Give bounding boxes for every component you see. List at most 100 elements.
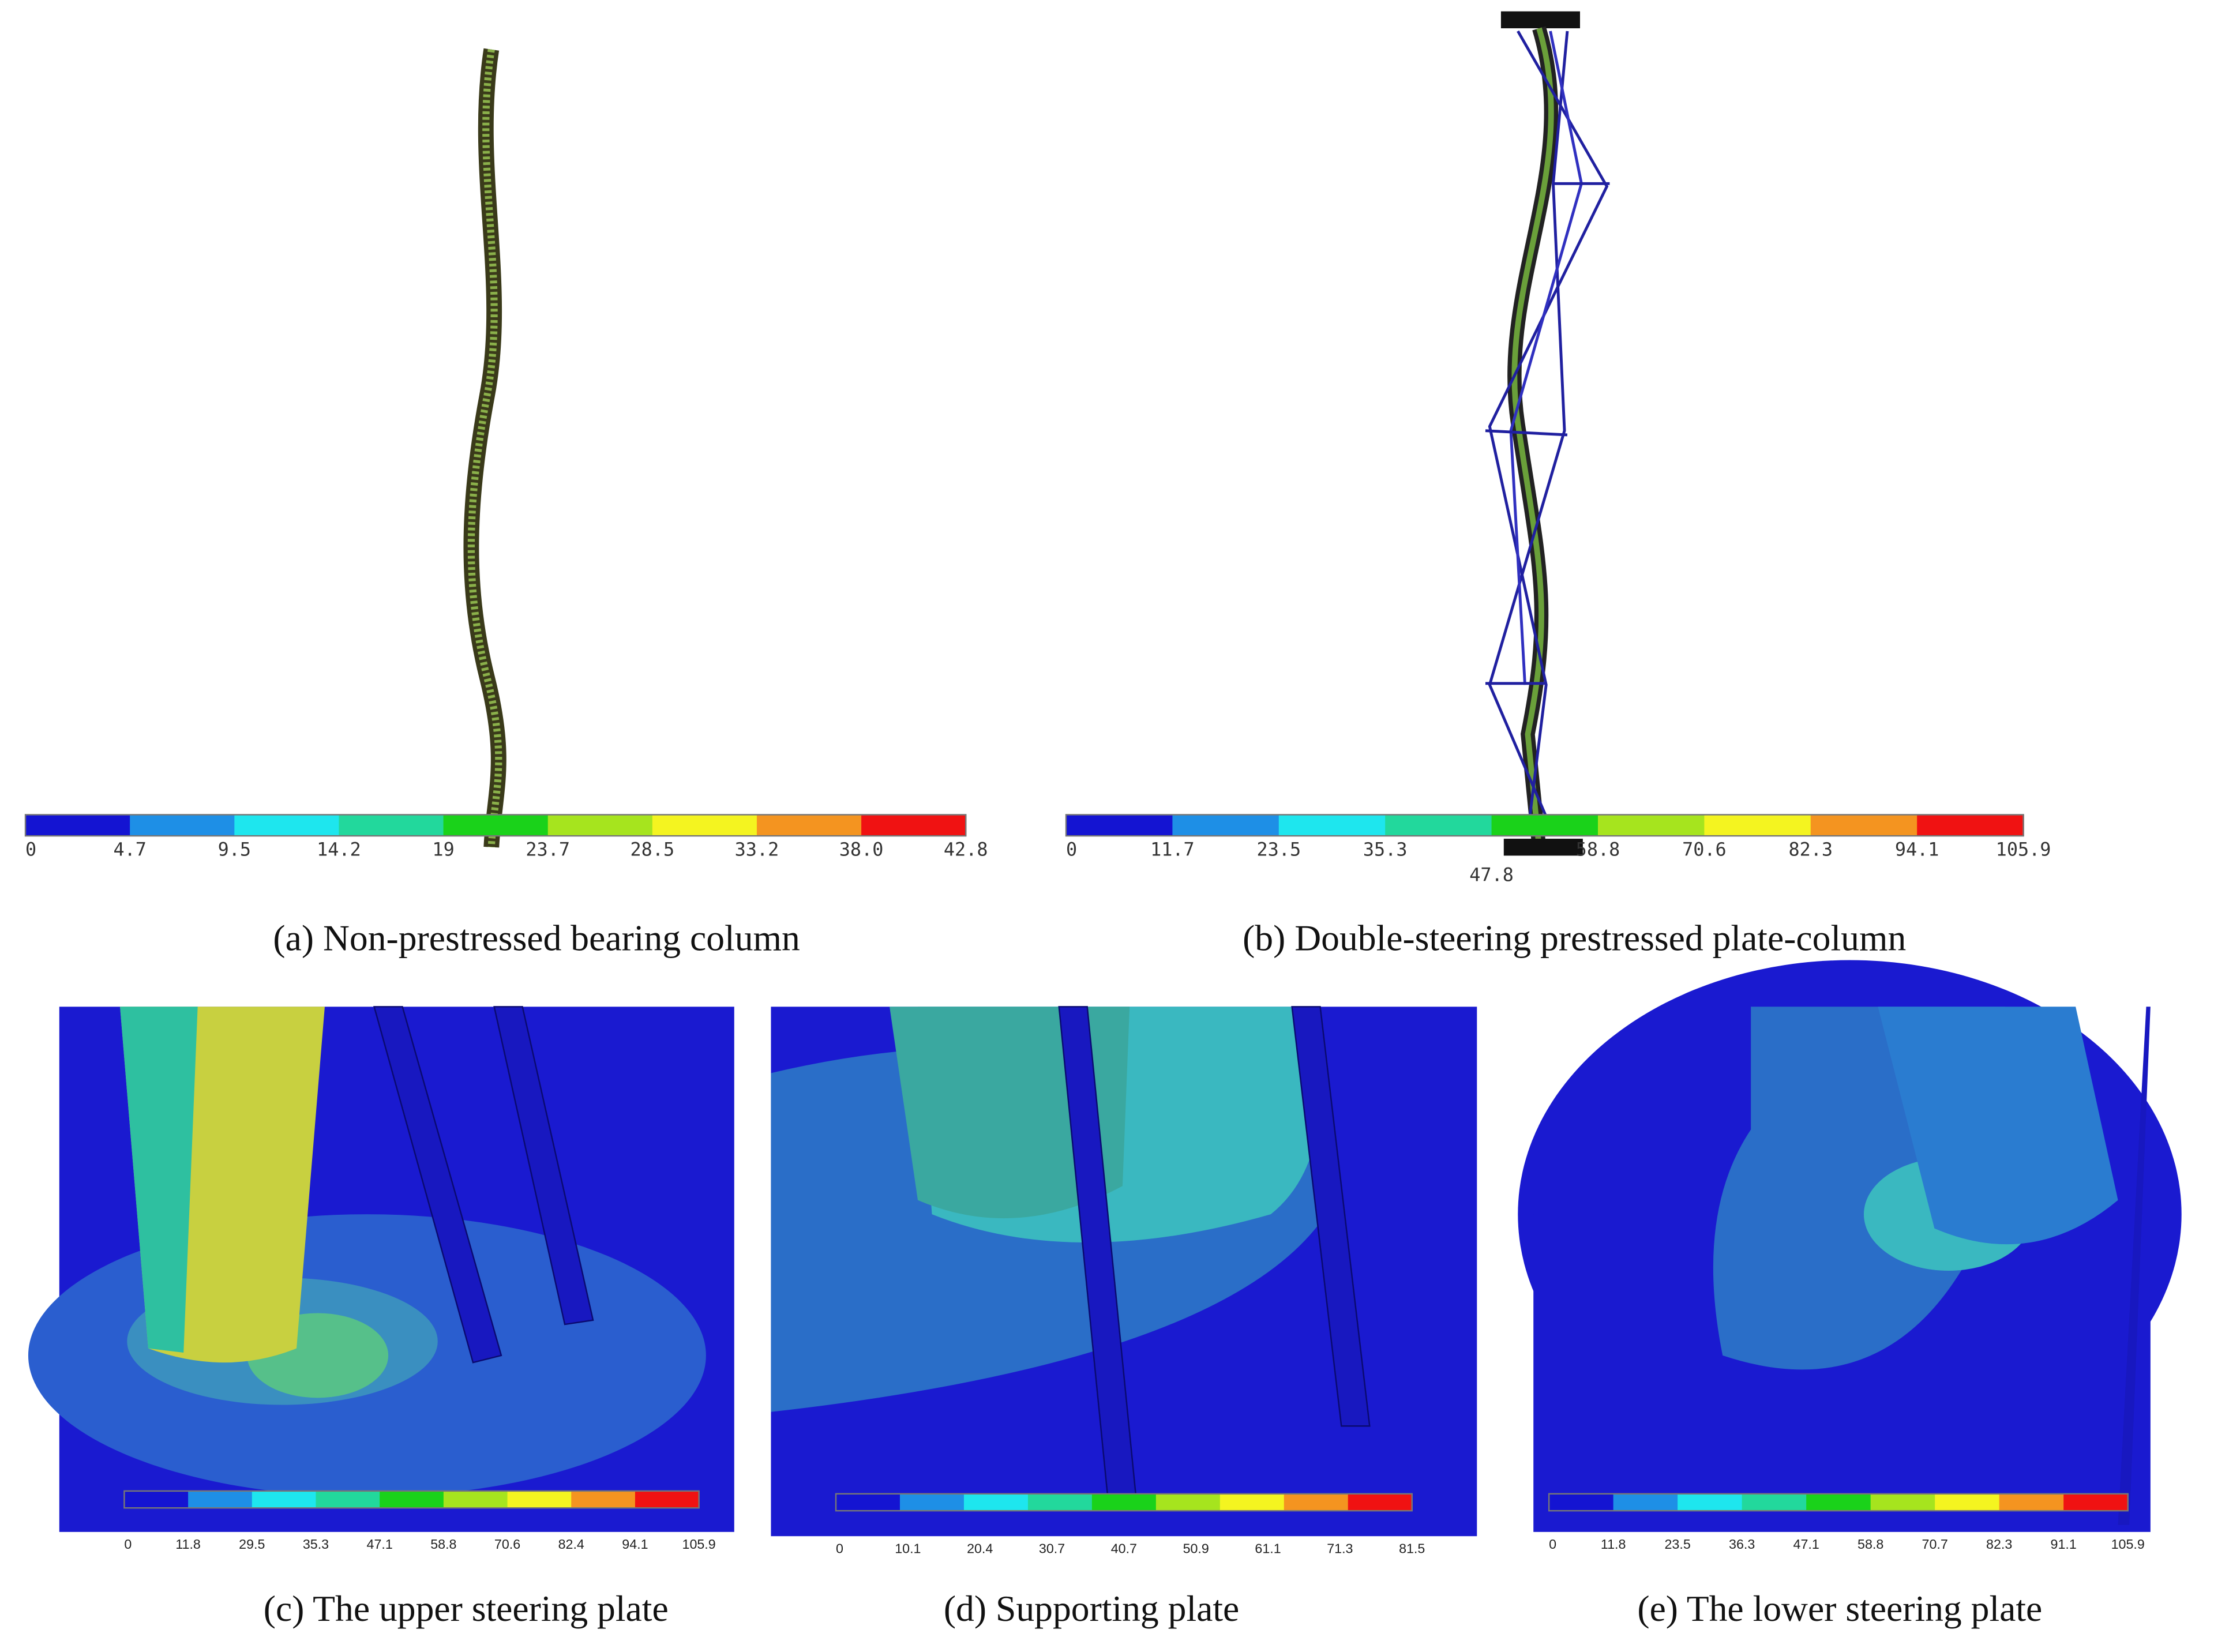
colorbar-label: 23.5	[1256, 838, 1301, 860]
colorbar-label: 94.1	[622, 1537, 648, 1552]
colorbar-segment	[900, 1493, 965, 1511]
colorbar-label: 10.1	[895, 1541, 921, 1556]
colorbar-label: 11.8	[1601, 1537, 1626, 1552]
caption: (c) The upper steering plate	[264, 1588, 669, 1629]
colorbar-label: 38.0	[839, 838, 884, 860]
colorbar-segment	[1935, 1493, 2000, 1511]
colorbar-segment	[1091, 1493, 1157, 1511]
colorbar-label: 47.8	[1469, 863, 1514, 885]
colorbar-segment	[1999, 1493, 2065, 1511]
colorbar-segment	[1172, 814, 1280, 836]
colorbar-segment	[1219, 1493, 1285, 1511]
colorbar-label: 70.6	[1682, 838, 1727, 860]
caption: (a) Non-prestressed bearing column	[273, 917, 800, 958]
colorbar-label: 11.8	[175, 1537, 201, 1552]
colorbar-segment	[380, 1490, 445, 1508]
colorbar-segment	[635, 1490, 700, 1508]
colorbar-segment	[1385, 814, 1492, 836]
colorbar-label: 19	[432, 838, 454, 860]
colorbar-frame	[1548, 1493, 2129, 1512]
colorbar-segment	[1155, 1493, 1221, 1511]
colorbar-label: 11.7	[1150, 838, 1195, 860]
colorbar-segment	[963, 1493, 1029, 1511]
colorbar-label: 0	[124, 1537, 132, 1552]
colorbar-segment	[443, 1490, 508, 1508]
colorbar-label: 91.1	[2051, 1537, 2077, 1552]
colorbar-segment	[1066, 814, 1173, 836]
colorbar-segment	[1870, 1493, 1936, 1511]
colorbar-label: 70.7	[1922, 1537, 1948, 1552]
colorbar-label: 71.3	[1327, 1541, 1353, 1556]
colorbar-label: 0	[1549, 1537, 1556, 1552]
colorbar-label: 35.3	[1363, 838, 1408, 860]
colorbar-segment	[1678, 1493, 1743, 1511]
colorbar-label: 0	[25, 838, 36, 860]
colorbar-segment	[756, 814, 862, 836]
colorbar-segment	[861, 814, 967, 836]
colorbar-label: 4.7	[113, 838, 146, 860]
colorbar-segment	[1027, 1493, 1093, 1511]
colorbar-label: 29.5	[239, 1537, 265, 1552]
colorbar-segment	[652, 814, 758, 836]
colorbar-segment	[547, 814, 654, 836]
colorbar-label: 105.9	[1996, 838, 2051, 860]
caption: (b) Double-steering prestressed plate-co…	[1243, 917, 1906, 958]
colorbar-label: 40.7	[1111, 1541, 1137, 1556]
colorbar-frame	[24, 814, 967, 837]
colorbar-label: 9.5	[218, 838, 251, 860]
colorbar-frame	[123, 1490, 700, 1509]
caption: (e) The lower steering plate	[1637, 1588, 2042, 1629]
colorbar-segment	[252, 1490, 317, 1508]
colorbar-segment	[316, 1490, 381, 1508]
colorbar-label: 20.4	[967, 1541, 993, 1556]
colorbar-segment	[1704, 814, 1811, 836]
colorbar-segment	[339, 814, 444, 836]
colorbar-segment	[1597, 814, 1705, 836]
colorbar-label: 70.6	[494, 1537, 520, 1552]
colorbar-label: 35.3	[303, 1537, 329, 1552]
caption: (d) Supporting plate	[944, 1588, 1239, 1629]
plot-e	[1518, 960, 2182, 1532]
plot-c	[28, 1006, 734, 1532]
colorbar-segment	[2063, 1493, 2129, 1511]
colorbar-label: 82.4	[558, 1537, 584, 1552]
colorbar-label: 0	[836, 1541, 843, 1556]
colorbar-segment	[1810, 814, 1918, 836]
colorbar-label: 28.5	[631, 838, 675, 860]
colorbar-label: 23.7	[526, 838, 570, 860]
plot-d	[771, 1006, 1477, 1537]
colorbar-label: 33.2	[735, 838, 779, 860]
colorbar-segment	[443, 814, 549, 836]
colorbar-segment	[1284, 1493, 1349, 1511]
colorbar-label: 14.2	[317, 838, 361, 860]
colorbar-label: 30.7	[1039, 1541, 1065, 1556]
colorbar-label: 47.1	[1793, 1537, 1819, 1552]
colorbar-segment	[1549, 1493, 1614, 1511]
colorbar-label: 94.1	[1895, 838, 1939, 860]
colorbar-segment	[1348, 1493, 1413, 1511]
colorbar-label: 47.1	[367, 1537, 393, 1552]
colorbar-label: 0	[1066, 838, 1077, 860]
colorbar-segment	[836, 1493, 901, 1511]
colorbar-segment	[1806, 1493, 1871, 1511]
colorbar-segment	[1742, 1493, 1807, 1511]
column-b	[1485, 11, 1610, 856]
colorbar-frame	[1065, 814, 2024, 837]
colorbar-label: 58.8	[1857, 1537, 1883, 1552]
colorbar-frame	[835, 1493, 1413, 1512]
colorbar-segment	[130, 814, 235, 836]
colorbar-segment	[1278, 814, 1386, 836]
colorbar-label: 36.3	[1729, 1537, 1755, 1552]
colorbar-segment	[1917, 814, 2024, 836]
colorbar-label: 58.8	[1576, 838, 1620, 860]
colorbar-segment	[234, 814, 340, 836]
colorbar-label: 105.9	[2111, 1537, 2145, 1552]
colorbar-label: 50.9	[1183, 1541, 1209, 1556]
colorbar-label: 82.3	[1986, 1537, 2012, 1552]
column-a	[463, 48, 506, 848]
colorbar-segment	[188, 1490, 253, 1508]
colorbar-segment	[507, 1490, 572, 1508]
colorbar-segment	[1613, 1493, 1679, 1511]
colorbar-label: 42.8	[944, 838, 988, 860]
